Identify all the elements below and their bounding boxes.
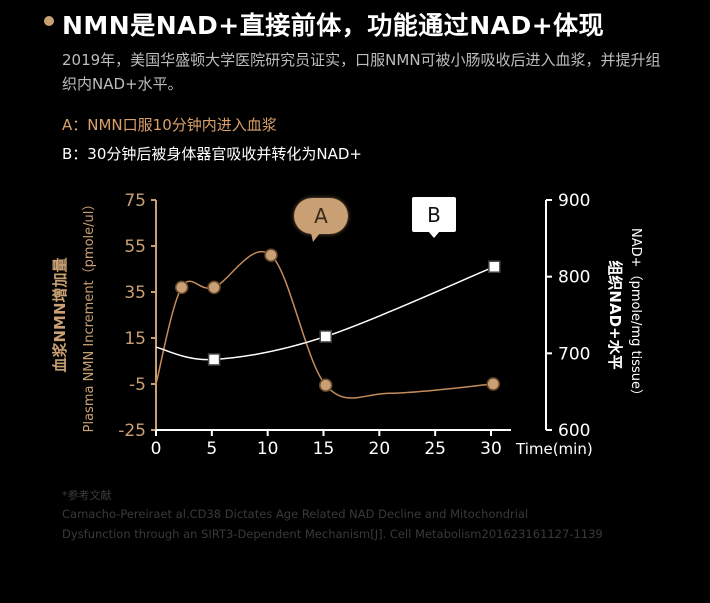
- x-axis-label: Time(min): [515, 440, 593, 458]
- intro-text: 2019年，美国华盛顿大学医院研究员证实，口服NMN可被小肠吸收后进入血浆，并提…: [62, 51, 661, 93]
- x-tick-label: 20: [369, 439, 391, 459]
- left-tick-label: 15: [124, 329, 146, 349]
- y-right-label-en: NAD+（pmole/mg tissue）: [628, 228, 643, 402]
- tissue-nad-point: [488, 260, 501, 273]
- series-lines: [155, 251, 495, 399]
- y-right-label-cn: 组织NAD+水平: [606, 260, 624, 369]
- left-tick-label: 75: [124, 191, 146, 211]
- left-tick-label: -25: [118, 421, 146, 441]
- reference-line-1: Camacho-Pereiraet al.CD38 Dictates Age R…: [62, 507, 529, 521]
- title-bullet-dot: [44, 16, 54, 26]
- tissue-nad-point: [207, 353, 221, 366]
- x-tick-label: 5: [206, 439, 217, 459]
- plasma-nmn-line: [155, 251, 494, 399]
- callout-b-label: B: [427, 203, 441, 227]
- y-left-label-en: Plasma NMN Increment（pmole/ul）: [82, 198, 97, 433]
- x-axis-ticks: 0 5 10 15 20 25 30: [151, 430, 502, 459]
- left-axis-ticks: 75 55 35 15 -5 -25: [118, 191, 156, 441]
- tissue-nad-line: [155, 266, 495, 361]
- plasma-nmn-point: [207, 280, 221, 295]
- plasma-nmn-point: [486, 377, 500, 391]
- chart-axes: [155, 200, 547, 431]
- left-tick-label: 35: [124, 283, 146, 303]
- tissue-nad-point: [319, 330, 332, 343]
- right-tick-label: 700: [558, 344, 590, 364]
- note-b: B：30分钟后被身体器官吸收并转化为NAD+: [62, 145, 362, 163]
- left-tick-label: -5: [129, 375, 146, 395]
- right-tick-label: 900: [558, 191, 590, 211]
- x-tick-label: 25: [424, 439, 446, 459]
- right-tick-label: 600: [558, 421, 590, 441]
- x-tick-label: 30: [480, 439, 502, 459]
- right-tick-label: 800: [558, 268, 590, 288]
- x-tick-label: 15: [313, 439, 335, 459]
- y-left-label-cn: 血浆NMN增加量: [51, 257, 69, 372]
- callout-a-label: A: [314, 204, 328, 228]
- x-tick-label: 0: [151, 439, 162, 459]
- plasma-nmn-point: [318, 378, 333, 392]
- right-axis-ticks: 900 800 700 600: [546, 191, 590, 441]
- plasma-nmn-point: [264, 248, 278, 262]
- plasma-nmn-point: [174, 280, 189, 295]
- callout-b: B: [412, 197, 456, 238]
- left-tick-label: 55: [124, 237, 146, 257]
- reference-line-2: Dysfunction through an SIRT3-Dependent M…: [62, 527, 603, 541]
- reference-heading: *参考文献: [62, 489, 112, 502]
- note-a: A：NMN口服10分钟内进入血浆: [62, 116, 277, 134]
- callout-a: A: [294, 198, 348, 242]
- series-markers: [174, 248, 501, 392]
- page-title: NMN是NAD+直接前体，功能通过NAD+体现: [62, 11, 605, 40]
- x-tick-label: 10: [257, 439, 279, 459]
